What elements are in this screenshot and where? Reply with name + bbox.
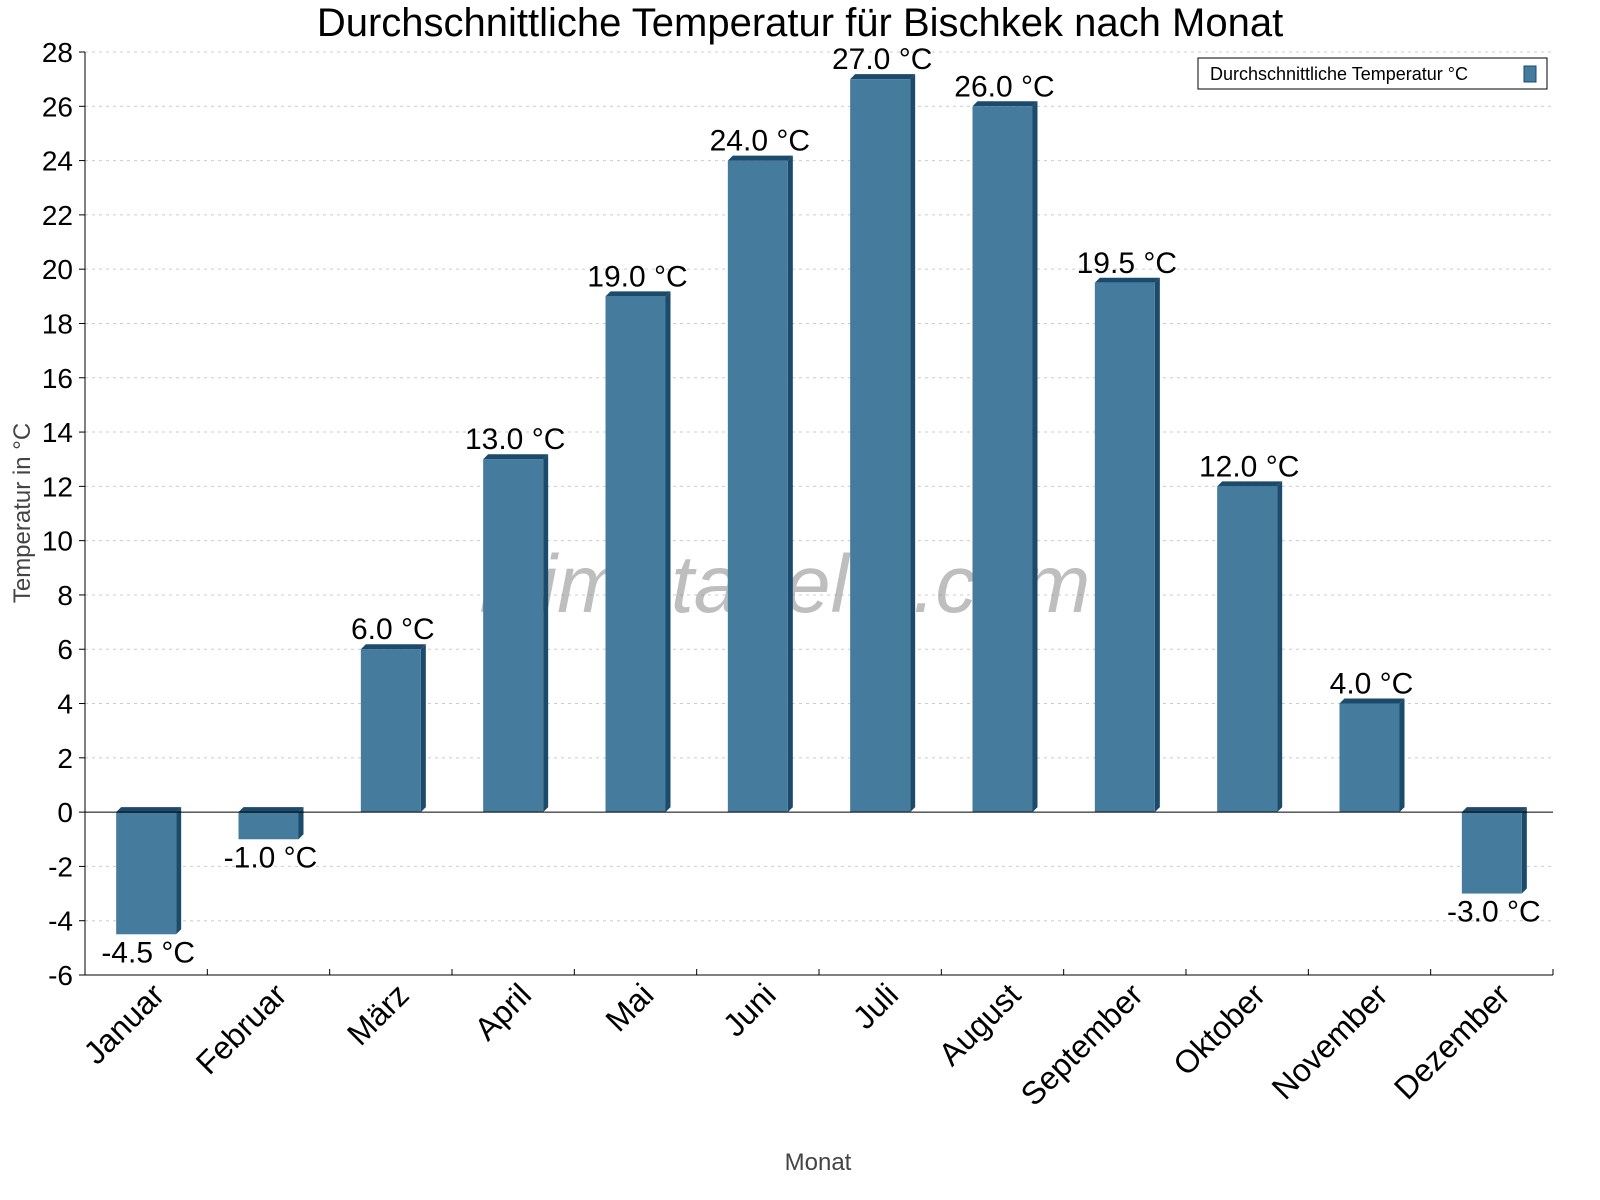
x-tick-label: Oktober <box>1166 976 1272 1082</box>
bar-side <box>1032 101 1038 813</box>
x-tick-label: Januar <box>76 976 171 1071</box>
bar-side <box>910 74 916 813</box>
x-tick-label: Juni <box>716 976 783 1043</box>
y-tick-label: 16 <box>42 363 73 394</box>
bars: -4.5 °C -1.0 °C 6.0 °C 13.0 °C 19.0 °C 24.0 °… <box>101 43 1540 969</box>
bar-juni: 24.0 °C <box>710 125 810 813</box>
bar-september: 19.5 °C <box>1077 247 1177 813</box>
bar <box>1339 703 1400 813</box>
data-label: 19.5 °C <box>1077 247 1177 280</box>
bar-top <box>850 74 916 80</box>
legend-label: Durchschnittliche Temperatur °C <box>1210 64 1468 84</box>
x-tick-label: September <box>1014 976 1150 1112</box>
x-tick-label: April <box>467 976 538 1047</box>
bar-oktober: 12.0 °C <box>1199 450 1299 813</box>
x-tick-label: August <box>932 976 1028 1072</box>
x-tick-label: Februar <box>189 976 294 1081</box>
bar-side <box>298 807 304 840</box>
bar <box>1461 812 1522 894</box>
legend-swatch <box>1523 65 1537 83</box>
y-tick-label: 22 <box>42 200 73 231</box>
y-tick-label: 4 <box>57 689 73 720</box>
data-label: 6.0 °C <box>351 613 435 646</box>
data-label: 13.0 °C <box>465 423 565 456</box>
bar-mai: 19.0 °C <box>587 260 688 813</box>
data-label: -3.0 °C <box>1447 896 1541 929</box>
y-tick-label: 12 <box>42 471 73 502</box>
bar-side <box>1399 698 1405 813</box>
y-tick-label: -2 <box>48 851 73 882</box>
bar-side <box>787 155 793 813</box>
y-tick-label: 28 <box>42 37 73 68</box>
bar <box>116 812 177 935</box>
y-tick-label: 6 <box>57 634 73 665</box>
bar <box>1217 486 1278 813</box>
bar-top <box>1094 277 1160 283</box>
bar-april: 13.0 °C <box>465 423 565 813</box>
data-label: -4.5 °C <box>101 936 195 969</box>
data-label: 24.0 °C <box>710 125 810 158</box>
bar <box>972 106 1033 813</box>
x-axis-label: Monat <box>785 1149 852 1176</box>
y-tick-label: 18 <box>42 308 73 339</box>
bar <box>605 296 666 813</box>
bar <box>1094 282 1155 813</box>
bar-side <box>543 454 549 813</box>
bar-top <box>972 101 1038 107</box>
bar-side <box>420 644 426 813</box>
bar-august: 26.0 °C <box>954 70 1055 813</box>
y-tick-label: 2 <box>57 743 73 774</box>
bar-top <box>360 644 426 650</box>
bar-side <box>176 807 182 935</box>
x-tick-label: Dezember <box>1387 976 1517 1106</box>
data-label: 19.0 °C <box>587 260 687 293</box>
bar <box>727 160 788 813</box>
bar-januar: -4.5 °C <box>101 807 195 969</box>
data-label: 26.0 °C <box>954 70 1054 103</box>
y-tick-label: 24 <box>42 146 73 177</box>
bar <box>360 649 421 813</box>
y-axis-label: Temperatur in °C <box>9 423 36 603</box>
bar-top <box>1217 481 1283 487</box>
bar-märz: 6.0 °C <box>351 613 435 813</box>
y-tick-label: 0 <box>57 797 73 828</box>
y-tick-label: 20 <box>42 254 73 285</box>
bar-top <box>1461 807 1527 813</box>
bar-side <box>665 291 671 813</box>
bar-side <box>1154 277 1160 813</box>
bar-side <box>1521 807 1527 894</box>
bar-top <box>116 807 182 813</box>
gridlines <box>85 51 1553 922</box>
bar-top <box>238 807 304 813</box>
bar-dezember: -3.0 °C <box>1447 807 1541 929</box>
data-label: 27.0 °C <box>832 43 932 76</box>
x-tick-label: November <box>1265 976 1395 1106</box>
legend: Durchschnittliche Temperatur °C <box>1197 57 1548 90</box>
bar <box>850 79 911 813</box>
data-label: -1.0 °C <box>224 841 318 874</box>
bar-top <box>1339 698 1405 704</box>
x-tick-label: Juli <box>846 976 905 1035</box>
bar <box>238 812 299 840</box>
bar-top <box>605 291 671 297</box>
bar-juli: 27.0 °C <box>832 43 932 813</box>
bar-side <box>1277 481 1283 813</box>
data-label: 4.0 °C <box>1330 668 1414 701</box>
bar-februar: -1.0 °C <box>224 807 318 874</box>
bar-november: 4.0 °C <box>1330 668 1414 813</box>
chart-title: Durchschnittliche Temperatur für Bischke… <box>317 1 1283 45</box>
y-tick-label: 26 <box>42 91 73 122</box>
y-tick-label: 14 <box>42 417 73 448</box>
y-tick-label: 8 <box>57 580 73 611</box>
bar <box>483 459 544 813</box>
y-tick-label: -6 <box>48 960 73 991</box>
bar-top <box>727 155 793 161</box>
y-tick-label: -4 <box>48 906 73 937</box>
bar-top <box>483 454 549 460</box>
y-tick-label: 10 <box>42 526 73 557</box>
data-label: 12.0 °C <box>1199 450 1299 483</box>
x-tick-label: März <box>340 976 416 1052</box>
x-tick-label: Mai <box>599 976 661 1038</box>
